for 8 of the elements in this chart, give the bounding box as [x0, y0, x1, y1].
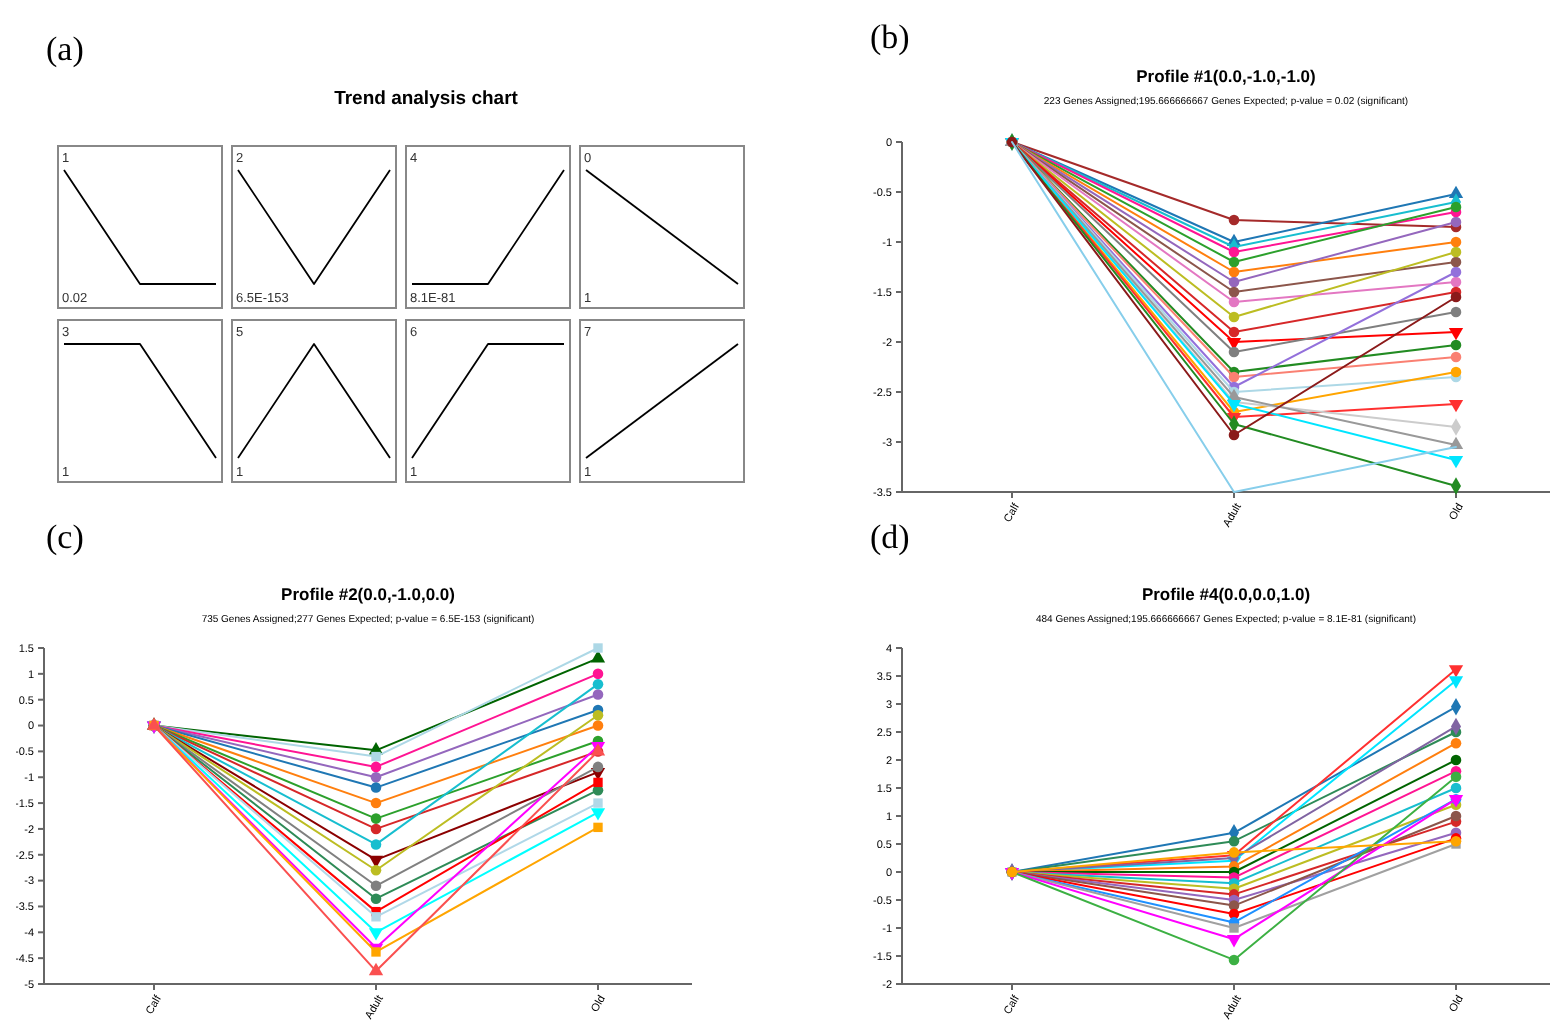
text: (a): [46, 30, 84, 68]
chart-title: Profile #2(0.0,-1.0,0.0): [281, 584, 456, 604]
text: (c): [46, 518, 84, 556]
chart-title: Profile #1(0.0,-1.0,-1.0): [1136, 66, 1317, 86]
text: (d): [870, 518, 910, 556]
text: (b): [870, 18, 910, 56]
text: Trend analysis chart: [334, 88, 520, 110]
chart-title: Profile #4(0.0,0.0,1.0): [1141, 584, 1311, 604]
